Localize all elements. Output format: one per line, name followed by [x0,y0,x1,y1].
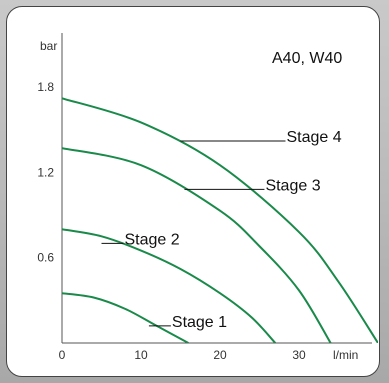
series-line-stage-1 [62,292,189,343]
chart-card [6,6,380,377]
series-labels: Stage 1 Stage 2 Stage 3 Stage 4 [101,129,342,331]
chart-title: A40, W40 [272,50,342,67]
x-tick-label: 10 [134,348,148,362]
y-axis-label: bar [40,39,57,53]
x-tick-label: 20 [213,348,227,362]
x-axis-label: l/min [333,348,358,362]
series-label-stage-1: Stage 1 [172,314,227,331]
ticks: 0 10 20 30 0.6 1.2 1.8 [37,80,306,362]
series-label-stage-2: Stage 2 [125,231,180,248]
series-line-stage-2 [62,228,277,343]
curves [62,97,378,343]
y-tick-label: 1.2 [37,165,54,179]
y-tick-label: 1.8 [37,80,54,94]
x-tick-label: 0 [59,348,66,362]
y-tick-label: 0.6 [37,251,54,265]
series-line-stage-4 [62,97,378,343]
series-label-stage-3: Stage 3 [265,177,320,194]
x-tick-label: 30 [292,348,306,362]
series-label-stage-4: Stage 4 [287,129,342,146]
series-line-stage-3 [62,147,332,343]
